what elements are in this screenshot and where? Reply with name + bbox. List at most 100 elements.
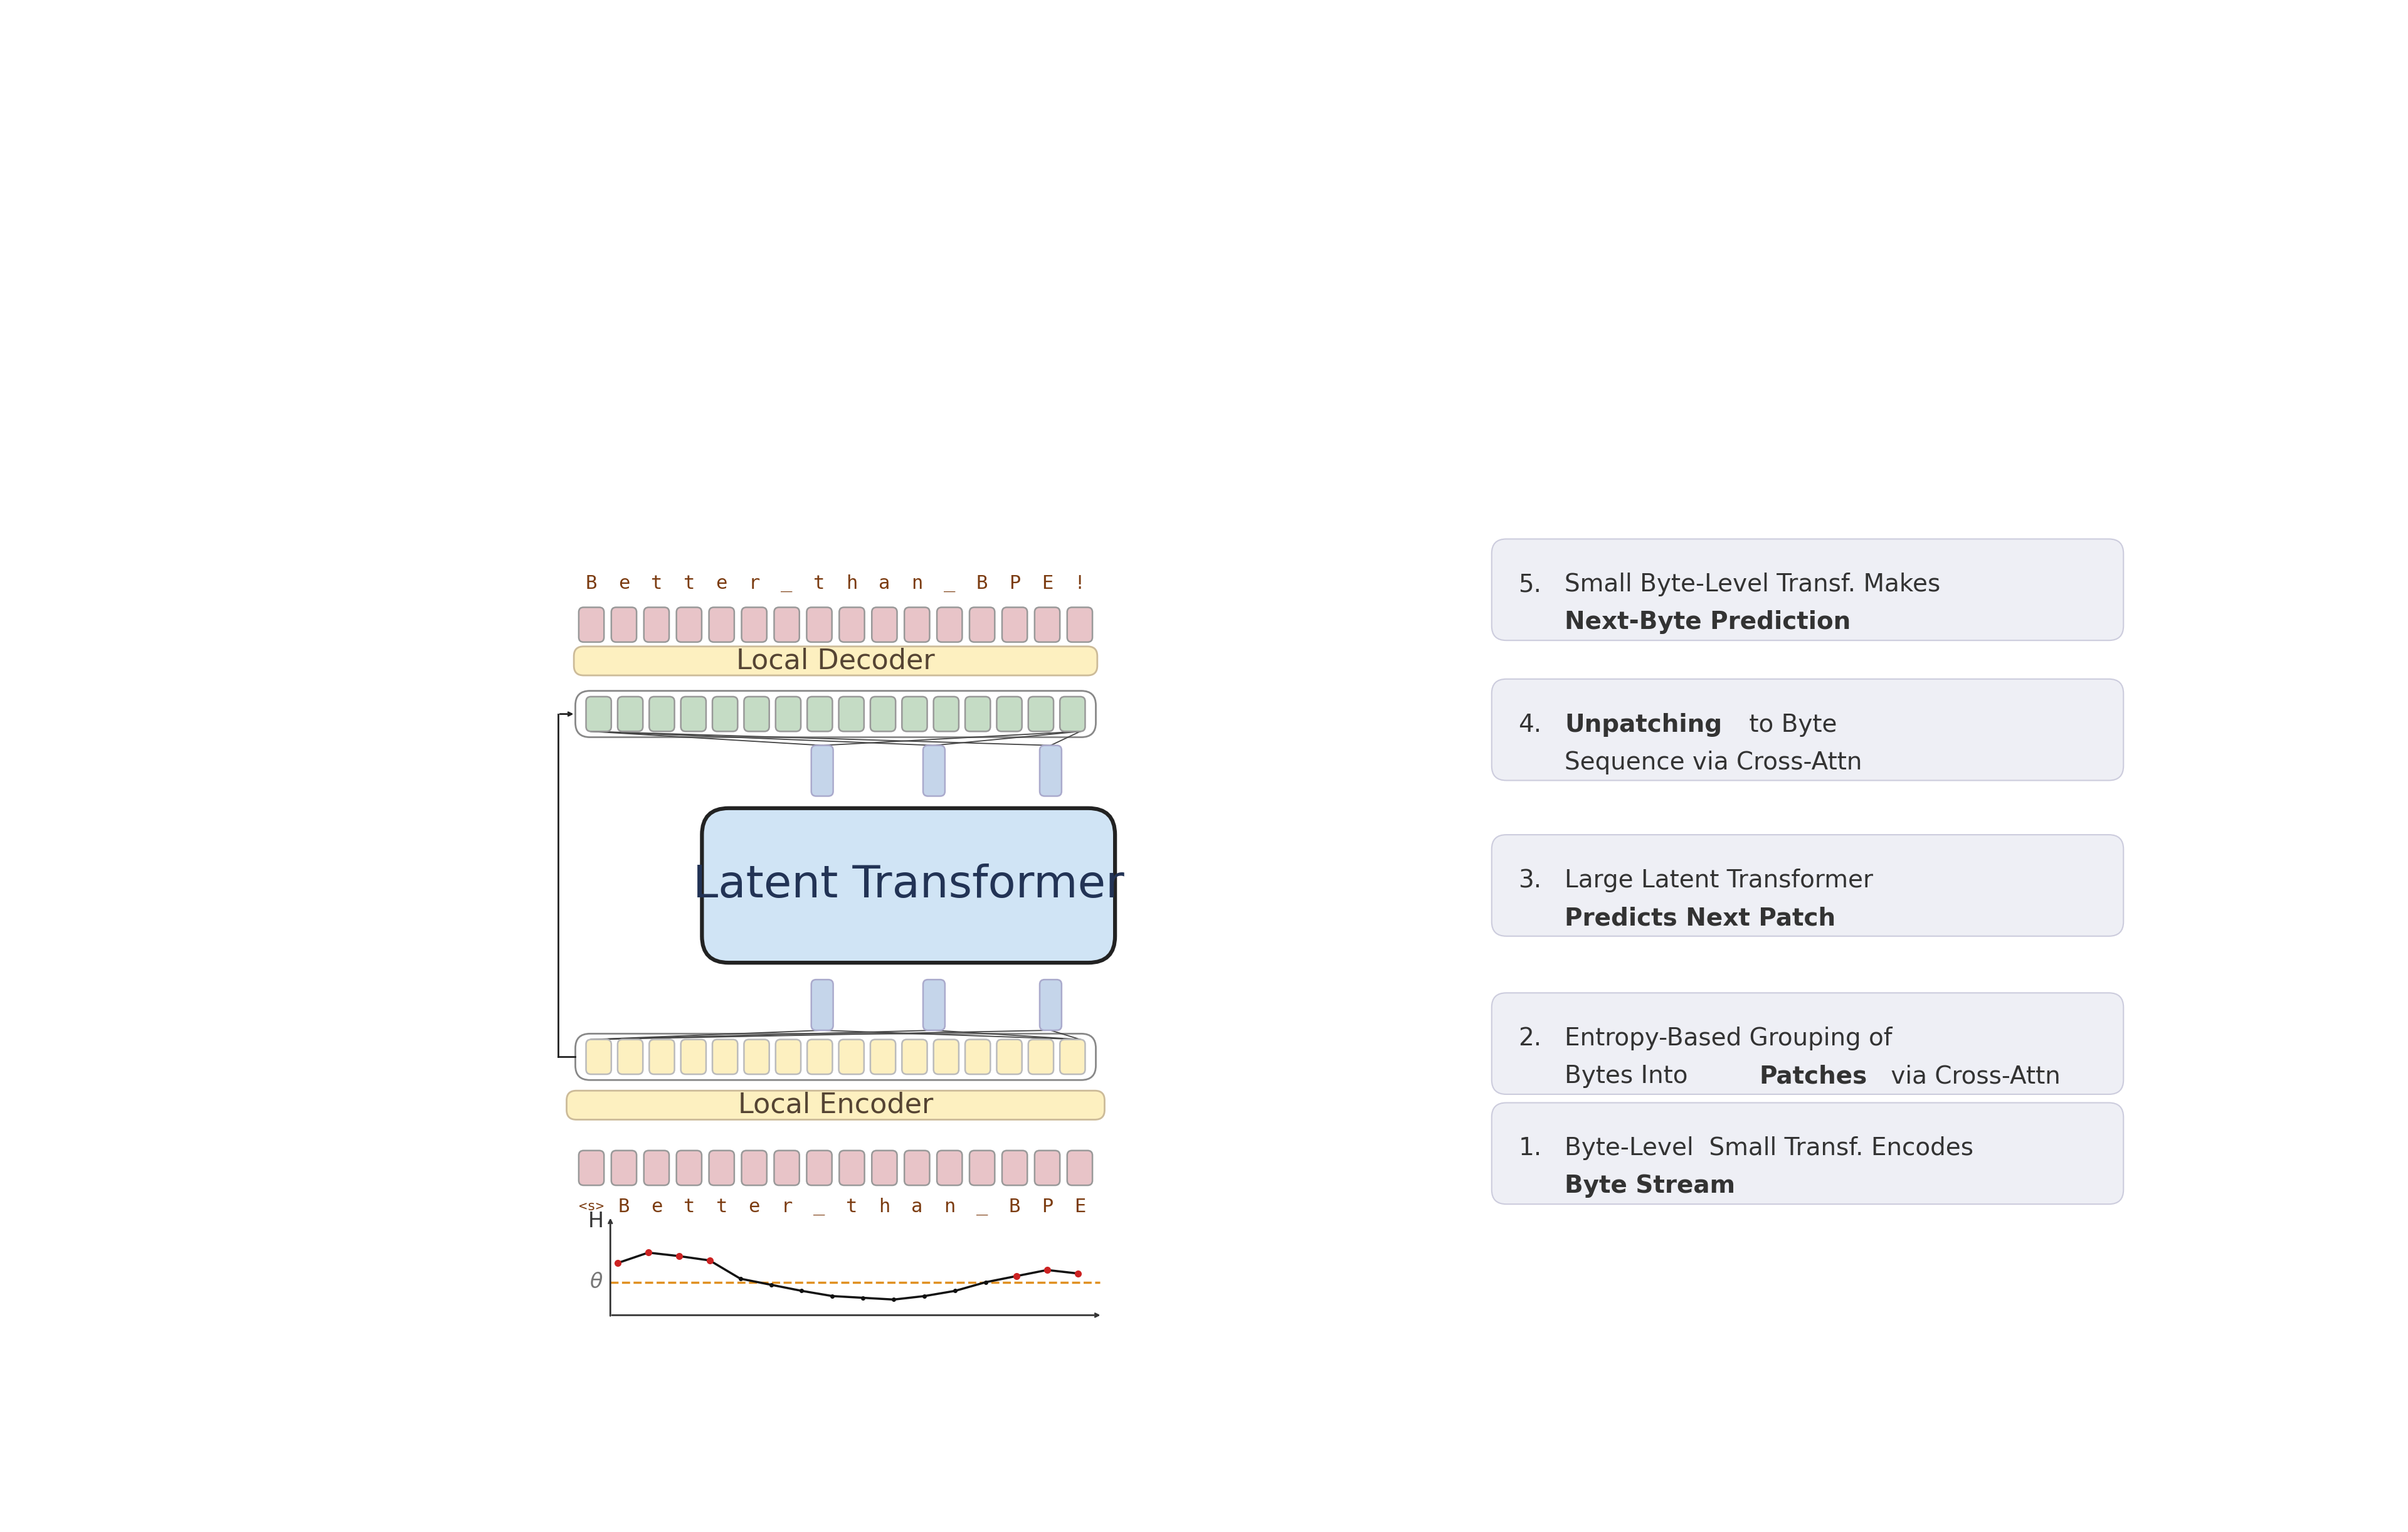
Text: Next-Byte Prediction: Next-Byte Prediction — [1565, 610, 1852, 634]
FancyBboxPatch shape — [1491, 835, 2124, 936]
Text: 2.: 2. — [1519, 1026, 1541, 1051]
FancyBboxPatch shape — [922, 979, 944, 1031]
FancyBboxPatch shape — [997, 1040, 1021, 1074]
Text: h: h — [845, 574, 857, 593]
FancyBboxPatch shape — [1067, 1151, 1093, 1186]
FancyBboxPatch shape — [1028, 697, 1055, 731]
FancyBboxPatch shape — [616, 697, 643, 731]
FancyBboxPatch shape — [775, 1040, 802, 1074]
Text: n: n — [910, 574, 922, 593]
FancyBboxPatch shape — [1035, 607, 1060, 642]
Text: _: _ — [814, 1198, 826, 1215]
Text: Predicts Next Patch: Predicts Next Patch — [1565, 907, 1835, 930]
Text: e: e — [619, 574, 631, 593]
Text: E: E — [1074, 1198, 1086, 1215]
FancyBboxPatch shape — [966, 1040, 990, 1074]
Text: <s>: <s> — [578, 1200, 604, 1213]
FancyBboxPatch shape — [811, 746, 833, 797]
Text: e: e — [650, 1198, 662, 1215]
FancyBboxPatch shape — [838, 697, 864, 731]
FancyBboxPatch shape — [585, 1040, 612, 1074]
FancyBboxPatch shape — [905, 1151, 929, 1186]
FancyBboxPatch shape — [1491, 1103, 2124, 1204]
FancyBboxPatch shape — [840, 1151, 864, 1186]
Text: Unpatching: Unpatching — [1565, 712, 1722, 737]
FancyBboxPatch shape — [1491, 993, 2124, 1094]
FancyBboxPatch shape — [840, 607, 864, 642]
Text: a: a — [879, 574, 891, 593]
Text: _: _ — [944, 574, 956, 593]
FancyBboxPatch shape — [905, 607, 929, 642]
Text: to Byte: to Byte — [1741, 712, 1837, 737]
Text: B: B — [975, 574, 987, 593]
FancyBboxPatch shape — [775, 697, 802, 731]
FancyBboxPatch shape — [934, 697, 958, 731]
FancyBboxPatch shape — [677, 607, 701, 642]
FancyBboxPatch shape — [681, 697, 706, 731]
FancyBboxPatch shape — [744, 697, 768, 731]
FancyBboxPatch shape — [703, 809, 1115, 962]
FancyBboxPatch shape — [713, 1040, 737, 1074]
FancyBboxPatch shape — [872, 607, 898, 642]
Text: Latent Transformer: Latent Transformer — [694, 864, 1125, 907]
FancyBboxPatch shape — [1028, 1040, 1055, 1074]
Text: t: t — [684, 574, 696, 593]
Text: E: E — [1043, 574, 1052, 593]
Text: B: B — [585, 574, 597, 593]
FancyBboxPatch shape — [742, 1151, 766, 1186]
Text: 5.: 5. — [1519, 573, 1541, 596]
FancyBboxPatch shape — [1491, 679, 2124, 780]
FancyBboxPatch shape — [616, 1040, 643, 1074]
Text: a: a — [910, 1198, 922, 1215]
FancyBboxPatch shape — [1067, 607, 1093, 642]
FancyBboxPatch shape — [1491, 539, 2124, 640]
Text: e: e — [715, 574, 727, 593]
Text: Byte Stream: Byte Stream — [1565, 1174, 1736, 1198]
FancyBboxPatch shape — [566, 1091, 1105, 1120]
FancyBboxPatch shape — [937, 1151, 963, 1186]
FancyBboxPatch shape — [744, 1040, 768, 1074]
FancyBboxPatch shape — [903, 697, 927, 731]
FancyBboxPatch shape — [708, 607, 734, 642]
Text: t: t — [650, 574, 662, 593]
FancyBboxPatch shape — [612, 607, 636, 642]
FancyBboxPatch shape — [807, 697, 833, 731]
FancyBboxPatch shape — [681, 1040, 706, 1074]
FancyBboxPatch shape — [1002, 607, 1028, 642]
Text: P: P — [1009, 574, 1021, 593]
Text: Large Latent Transformer: Large Latent Transformer — [1565, 869, 1873, 892]
Text: _: _ — [975, 1198, 987, 1215]
FancyBboxPatch shape — [807, 607, 831, 642]
FancyBboxPatch shape — [713, 697, 737, 731]
FancyBboxPatch shape — [807, 1151, 831, 1186]
Text: e: e — [749, 1198, 761, 1215]
Text: t: t — [684, 1198, 696, 1215]
FancyBboxPatch shape — [970, 1151, 995, 1186]
Text: n: n — [944, 1198, 956, 1215]
FancyBboxPatch shape — [937, 607, 963, 642]
FancyBboxPatch shape — [573, 647, 1098, 676]
FancyBboxPatch shape — [934, 1040, 958, 1074]
FancyBboxPatch shape — [807, 1040, 833, 1074]
FancyBboxPatch shape — [1040, 746, 1062, 797]
Text: 3.: 3. — [1519, 869, 1541, 892]
FancyBboxPatch shape — [650, 697, 674, 731]
Text: !: ! — [1074, 574, 1086, 593]
FancyBboxPatch shape — [585, 697, 612, 731]
FancyBboxPatch shape — [677, 1151, 701, 1186]
Text: Patches: Patches — [1760, 1065, 1866, 1088]
FancyBboxPatch shape — [643, 607, 669, 642]
FancyBboxPatch shape — [811, 979, 833, 1031]
Text: h: h — [879, 1198, 891, 1215]
Text: t: t — [814, 574, 826, 593]
Text: H: H — [588, 1210, 604, 1232]
FancyBboxPatch shape — [1035, 1151, 1060, 1186]
Text: via Cross-Attn: via Cross-Attn — [1883, 1065, 2061, 1088]
Text: 4.: 4. — [1519, 712, 1541, 737]
FancyBboxPatch shape — [742, 607, 766, 642]
Text: Local Encoder: Local Encoder — [737, 1092, 934, 1118]
FancyBboxPatch shape — [708, 1151, 734, 1186]
FancyBboxPatch shape — [838, 1040, 864, 1074]
FancyBboxPatch shape — [1060, 697, 1086, 731]
FancyBboxPatch shape — [773, 1151, 799, 1186]
